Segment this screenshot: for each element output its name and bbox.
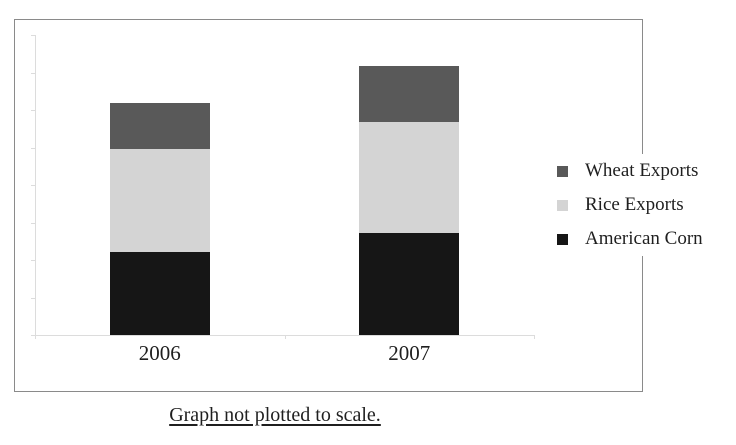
legend-label-rice-exports: Rice Exports (585, 194, 684, 215)
y-axis-tick (31, 147, 35, 149)
legend-swatch-american-corn (557, 233, 568, 245)
y-axis-tick (31, 297, 35, 299)
bar-2007 (359, 66, 460, 335)
legend-swatch-wheat-exports (557, 165, 568, 177)
segment-wheat-exports-2007 (359, 66, 460, 122)
y-axis-tick (31, 35, 35, 36)
legend-label-wheat-exports: Wheat Exports (585, 160, 699, 181)
x-axis-label-2007: 2007 (388, 341, 431, 365)
y-axis-tick (31, 222, 35, 224)
segment-rice-exports-2006 (109, 149, 210, 252)
legend-item-american-corn: American Corn (549, 228, 723, 250)
y-axis-tick (31, 185, 35, 186)
segment-rice-exports-2007 (359, 122, 460, 233)
y-axis (35, 35, 36, 335)
segment-wheat-exports-2006 (109, 103, 210, 149)
legend-item-wheat-exports: Wheat Exports (549, 160, 723, 182)
chart-legend: Wheat Exports Rice Exports American Corn (549, 154, 723, 256)
x-axis-tick (534, 335, 535, 339)
legend-item-rice-exports: Rice Exports (549, 194, 723, 216)
bar-2006 (109, 103, 210, 335)
x-axis-tick (284, 335, 286, 339)
legend-swatch-rice-exports (557, 199, 568, 211)
y-axis-tick (31, 335, 35, 336)
y-axis-tick (31, 260, 35, 261)
y-axis-tick (31, 110, 35, 111)
y-axis-tick (31, 72, 35, 74)
segment-american-corn-2007 (359, 233, 460, 335)
chart-caption: Graph not plotted to scale. (169, 404, 381, 426)
segment-american-corn-2006 (109, 252, 210, 335)
x-axis-label-2006: 2006 (138, 341, 181, 365)
x-axis-tick (35, 335, 36, 339)
legend-label-american-corn: American Corn (585, 228, 703, 249)
